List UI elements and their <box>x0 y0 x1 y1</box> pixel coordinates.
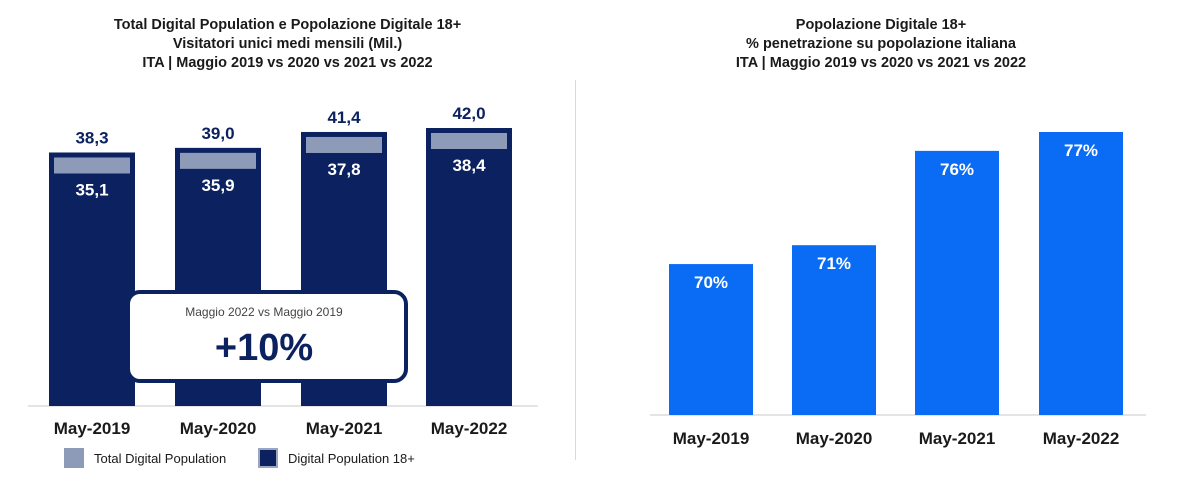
x-tick-label-right-may-2021: May-2021 <box>919 429 996 448</box>
data-label-total-may-2020: 39,0 <box>201 124 234 143</box>
bar-penetration-may-2022 <box>1039 132 1123 415</box>
right-chart-subtitle: % penetrazione su popolazione italiana <box>746 36 1016 52</box>
right-chart-svg: 70% May-2019 71% May-2020 76% May-2021 77% May-… <box>650 132 1146 448</box>
x-tick-label-may-2021: May-2021 <box>306 419 383 438</box>
x-tick-label-right-may-2022: May-2022 <box>1043 429 1120 448</box>
callout-box <box>126 290 408 383</box>
bar-segment-total-gap-may-2020 <box>180 152 256 169</box>
bar-total-may-2022 <box>426 128 512 406</box>
legend-label-total: Total Digital Population <box>94 450 227 466</box>
data-label-total-may-2021: 41,4 <box>327 108 361 127</box>
left-chart-title-block: Total Digital Population e Popolazione D… <box>0 16 575 73</box>
data-label-18plus-may-2022: 38,4 <box>452 156 486 175</box>
right-chart-subtitle-2: ITA | Maggio 2019 vs 2020 vs 2021 vs 202… <box>735 55 1027 71</box>
legend-item-total: Total Digital Population <box>64 448 226 468</box>
data-label-total-may-2022: 42,0 <box>452 104 485 123</box>
bar-total-may-2019 <box>49 152 135 406</box>
legend-swatch-total <box>64 448 84 468</box>
panel-divider <box>575 80 576 460</box>
callout-value: +10% <box>215 327 313 369</box>
left-chart-title: Total Digital Population e Popolazione D… <box>113 17 462 33</box>
bar-penetration-may-2019 <box>669 264 753 415</box>
x-tick-label-right-may-2019: May-2019 <box>673 429 750 448</box>
bar-penetration-may-2020 <box>792 245 876 415</box>
right-chart-title: Popolazione Digitale 18+ <box>795 17 967 33</box>
bar-segment-total-gap-may-2021 <box>306 136 382 153</box>
data-label-penetration-may-2019: 70% <box>694 273 728 292</box>
data-label-18plus-may-2019: 35,1 <box>75 180 108 199</box>
data-label-penetration-may-2020: 71% <box>817 254 851 273</box>
data-label-total-may-2019: 38,3 <box>75 128 108 147</box>
callout-caption: Maggio 2022 vs Maggio 2019 <box>185 305 343 319</box>
left-chart-subtitle: Visitatori unici medi mensili (Mil.) <box>172 36 403 52</box>
bar-segment-total-gap-may-2019 <box>54 157 130 174</box>
right-chart-title-block: Popolazione Digitale 18+ % penetrazione … <box>580 16 1182 73</box>
left-chart-panel: Total Digital Population e Popolazione D… <box>0 0 575 480</box>
data-label-penetration-may-2021: 76% <box>940 160 974 179</box>
legend-item-18plus: Digital Population 18+ <box>258 448 415 468</box>
data-label-18plus-may-2020: 35,9 <box>201 176 234 195</box>
legend-label-18plus: Digital Population 18+ <box>288 450 415 466</box>
data-label-penetration-may-2022: 77% <box>1064 141 1098 160</box>
right-chart-panel: Popolazione Digitale 18+ % penetrazione … <box>580 0 1182 480</box>
legend-swatch-18plus <box>258 448 278 468</box>
bar-penetration-may-2021 <box>915 150 999 415</box>
x-tick-label-right-may-2020: May-2020 <box>796 429 873 448</box>
x-tick-label-may-2022: May-2022 <box>431 419 508 438</box>
left-chart-svg: 38,3 35,1 May-2019 39,0 35,9 May-2020 41,4 37,8… <box>28 104 538 438</box>
bar-segment-total-gap-may-2022 <box>431 133 507 149</box>
left-chart-subtitle-2: ITA | Maggio 2019 vs 2020 vs 2021 vs 202… <box>142 55 433 71</box>
x-tick-label-may-2019: May-2019 <box>54 419 131 438</box>
x-tick-label-may-2020: May-2020 <box>180 419 257 438</box>
data-label-18plus-may-2021: 37,8 <box>327 160 360 179</box>
